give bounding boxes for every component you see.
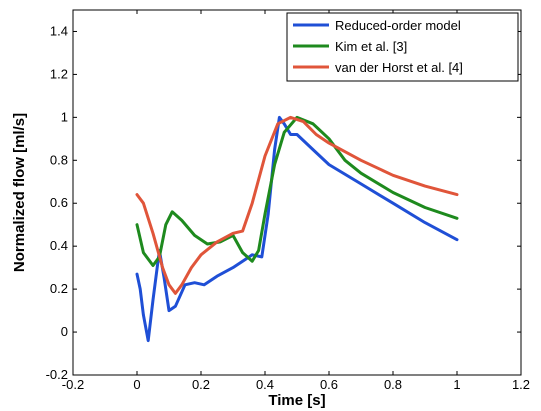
legend: Reduced-order model Kim et al. [3] van der… [286,12,519,82]
y-tick-label: 1.2 [50,66,68,81]
y-tick-label: 0.2 [50,281,68,296]
series-line-3 [135,115,459,295]
series-line-2 [135,115,459,267]
y-tick-label: 1.4 [50,23,68,38]
legend-label-2: Kim et al. [3] [335,39,407,54]
x-tick-label: 1.2 [512,377,530,392]
x-tick-label: 0.6 [320,377,338,392]
y-tick-label: 1 [61,109,68,124]
series-layer [135,115,459,343]
x-tick-label: -0.2 [62,377,84,392]
x-tick-label: 0 [133,377,140,392]
y-axis-title: Normalized flow [ml/s] [11,113,28,272]
y-tick-label: 0.6 [50,195,68,210]
y-tick-label: -0.2 [46,367,68,382]
x-tick-label: 1 [453,377,460,392]
y-tick-label: 0.8 [50,152,68,167]
legend-label-3: van der Horst et al. [4] [335,60,463,75]
x-axis-title: Time [s] [268,392,325,409]
y-tick-label: 0 [61,324,68,339]
x-tick-label: 0.2 [192,377,210,392]
x-tick-label: 0.8 [384,377,402,392]
x-axis: -0.2 0 0.2 0.4 0.6 0.8 1 1.2 [62,10,530,392]
series-line-1 [135,115,459,343]
y-axis: -0.2 0 0.2 0.4 0.6 0.8 1 1.2 1.4 [46,23,521,382]
legend-label-1: Reduced-order model [335,18,461,33]
y-tick-label: 0.4 [50,238,68,253]
x-tick-label: 0.4 [256,377,274,392]
